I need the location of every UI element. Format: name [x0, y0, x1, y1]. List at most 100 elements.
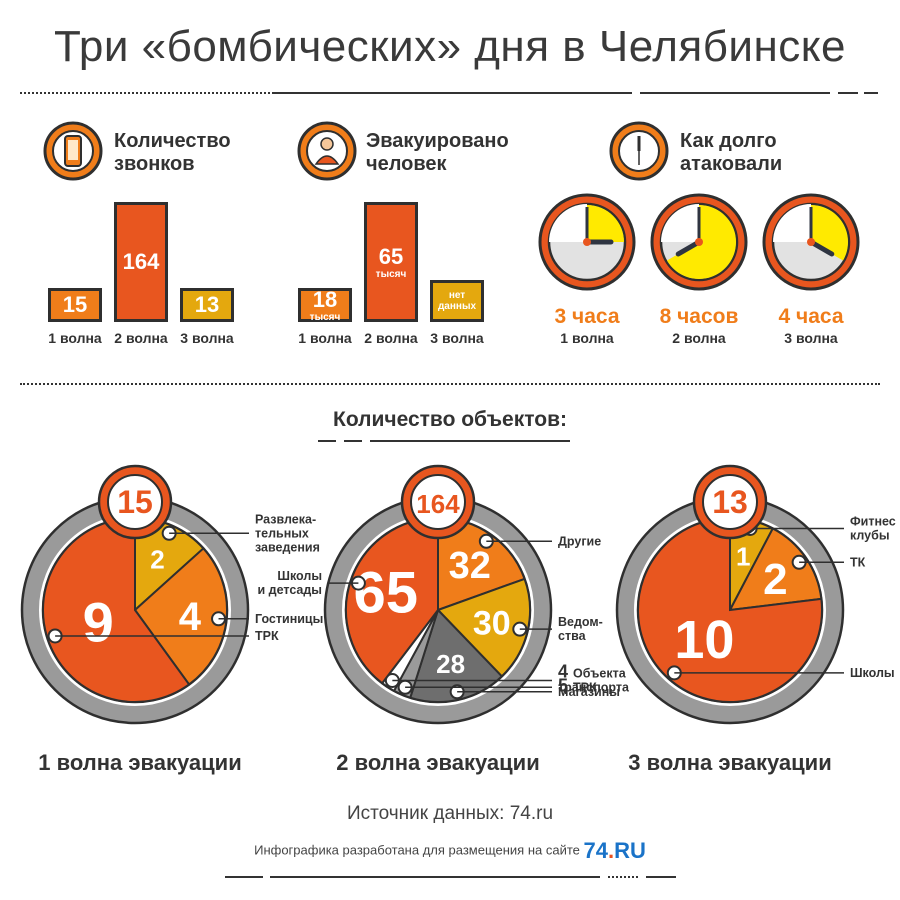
duration-wave: 1 волна	[560, 330, 614, 346]
pie-slice	[42, 516, 191, 703]
divider	[318, 440, 336, 442]
clock-face-highlight	[549, 204, 587, 242]
bar-category-label: 1 волна	[298, 330, 352, 346]
divider	[370, 440, 570, 442]
bar-value-label: нет	[448, 290, 466, 301]
bar-category-label: 1 волна	[48, 330, 102, 346]
slice-category-label: Школы	[850, 666, 895, 680]
slice-value-label: 30	[473, 604, 511, 642]
duration-value: 4 часа	[778, 305, 844, 328]
slice-category-label: Школы	[277, 569, 322, 583]
clock-center	[695, 238, 703, 246]
bar: нет данных	[430, 280, 484, 322]
duration-clocks	[538, 193, 860, 291]
divider	[646, 876, 676, 878]
divider	[838, 92, 858, 94]
calls-heading: Количество звонков	[114, 130, 231, 176]
slice-category-label: клубы	[850, 528, 890, 542]
slice-value-label: 28	[436, 649, 465, 679]
clock	[650, 193, 748, 291]
bar: 13	[180, 288, 234, 322]
slice-value-label: 65	[353, 561, 418, 626]
slice-value-label: 9	[83, 591, 114, 654]
duration-value: 3 часа	[554, 305, 620, 328]
logo-domain: RU	[614, 838, 646, 863]
clock	[762, 193, 860, 291]
divider	[20, 383, 880, 385]
pie-slice	[637, 516, 823, 703]
slice-value-label: 2	[763, 555, 787, 604]
phone-icon	[43, 121, 103, 181]
hour-hand	[675, 239, 702, 257]
wave-caption: 2 волна эвакуации	[336, 750, 540, 775]
total-badge	[107, 474, 163, 530]
elapsed-sector	[587, 205, 624, 242]
bar-value-label: 164	[122, 249, 160, 274]
clock-face-highlight	[661, 204, 699, 242]
person-icon	[297, 121, 357, 181]
total-value: 164	[416, 489, 460, 519]
divider	[344, 440, 362, 442]
duration-value: 8 часов	[659, 305, 739, 328]
bar-category-label: 2 волна	[364, 330, 418, 346]
slice-category-label: и детсады	[257, 583, 322, 597]
heading-line: человек	[366, 153, 447, 175]
bar-value-label: 15	[62, 292, 88, 317]
slice-category-label: ТРК	[255, 629, 279, 643]
duration-wave: 3 волна	[784, 330, 838, 346]
clock-center	[583, 238, 591, 246]
duration-heading: Как долго атаковали	[680, 130, 782, 176]
slice-category-label: Ведом-	[558, 615, 603, 629]
site-logo[interactable]: 74.RU	[584, 838, 646, 863]
slice-value-label: 32	[449, 545, 491, 587]
divider	[640, 92, 830, 94]
slice-category-label: 5 ТРК	[558, 675, 597, 695]
total-value: 15	[117, 484, 153, 520]
slice-value-label: 2	[150, 545, 164, 575]
hour-hand	[808, 239, 835, 257]
divider	[20, 92, 270, 94]
duration-wave: 2 волна	[672, 330, 726, 346]
clock-center	[807, 238, 815, 246]
slice-value-label: 5	[558, 675, 573, 695]
slice-category-label: ТК	[850, 555, 866, 569]
bar-unit-label: тысяч	[375, 268, 407, 280]
slice-category-label: Гостиницы	[255, 612, 323, 626]
bar-category-label: 3 волна	[430, 330, 484, 346]
pie-slice	[728, 527, 823, 612]
divider	[864, 92, 878, 94]
slice-category-label: 4 Объекта	[558, 662, 627, 682]
logo-number: 74	[583, 838, 608, 863]
heading-line: Количество	[114, 130, 231, 152]
bar: 18 тысяч	[298, 286, 352, 323]
slice-category-text: Объекта	[573, 667, 627, 681]
page-title: Три «бомбических» дня в Челябинске	[53, 22, 847, 71]
bar-value-label: 65	[378, 243, 404, 269]
bar-value-label: 18	[312, 286, 338, 312]
bar-value-label: 13	[194, 292, 220, 317]
heading-line: Эвакуировано	[366, 130, 509, 152]
divider	[272, 92, 632, 94]
total-badge	[702, 474, 758, 530]
evacuated-heading: Эвакуировано человек	[366, 130, 509, 176]
slice-category-label: Развлека-	[255, 512, 316, 526]
source-text: Источник данных: 74.ru	[346, 803, 554, 824]
credit-text: Инфографика разработана для размещения н…	[0, 838, 900, 864]
total-value: 13	[712, 484, 748, 520]
clock-face-highlight	[773, 204, 811, 242]
wave-caption: 1 волна эвакуации	[38, 750, 242, 775]
slice-category-label: транспорта	[558, 681, 630, 695]
credit-label: Инфографика разработана для размещения н…	[254, 842, 580, 858]
bar: 65 тысяч	[364, 202, 418, 322]
bar-unit-label: данных	[437, 301, 477, 312]
bar-category-label: 2 волна	[114, 330, 168, 346]
pie-slice	[133, 547, 228, 686]
slice-value-label: 4	[179, 595, 202, 639]
clock	[538, 193, 636, 291]
bar: 164	[114, 202, 168, 322]
slice-category-label: тельных	[255, 526, 309, 540]
